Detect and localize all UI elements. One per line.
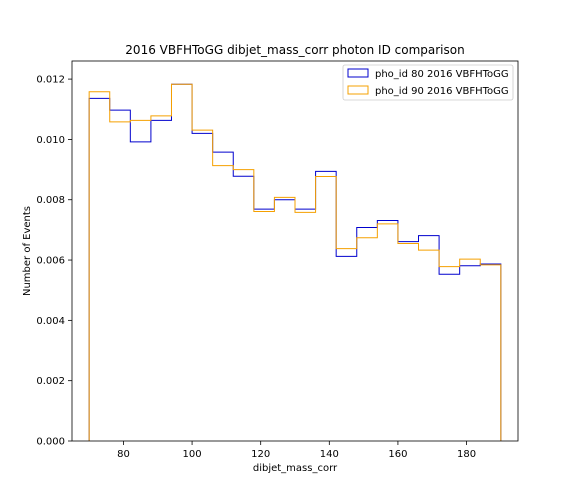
plot-frame bbox=[71, 60, 519, 442]
legend-label-pho-id-90: pho_id 90 2016 VBFHToGG bbox=[375, 86, 509, 97]
y-tick-label: 0.008 bbox=[36, 195, 65, 206]
x-axis: 80 100 120 140 160 180 bbox=[117, 441, 476, 460]
y-tick-label: 0.006 bbox=[36, 256, 65, 267]
series-1-step-line bbox=[88, 83, 502, 441]
legend: pho_id 80 2016 VBFHToGG pho_id 90 2016 V… bbox=[342, 64, 514, 101]
series-layer bbox=[88, 83, 502, 441]
y-axis-label: Number of Events bbox=[22, 206, 33, 296]
x-tick-label: 80 bbox=[117, 449, 130, 460]
legend-box bbox=[342, 64, 514, 101]
x-tick-label: 100 bbox=[183, 449, 202, 460]
y-tick-label: 0.000 bbox=[36, 437, 65, 448]
x-axis-label: dibjet_mass_corr bbox=[253, 463, 338, 474]
legend-label-pho-id-80: pho_id 80 2016 VBFHToGG bbox=[375, 69, 509, 80]
y-tick-label: 0.002 bbox=[36, 376, 65, 387]
x-tick-label: 180 bbox=[457, 449, 476, 460]
chart-title: 2016 VBFHToGG dibjet_mass_corr photon ID… bbox=[125, 43, 464, 57]
legend-swatch-pho-id-90 bbox=[347, 85, 369, 95]
y-tick-label: 0.012 bbox=[36, 75, 65, 86]
legend-swatch-pho-id-80 bbox=[347, 68, 369, 78]
y-tick-label: 0.004 bbox=[36, 316, 65, 327]
x-tick-label: 160 bbox=[388, 449, 407, 460]
y-tick-label: 0.010 bbox=[36, 135, 65, 146]
x-tick-label: 120 bbox=[251, 449, 270, 460]
x-tick-label: 140 bbox=[320, 449, 339, 460]
y-axis: 0.000 0.002 0.004 0.006 0.008 0.010 0.012 bbox=[36, 75, 72, 448]
